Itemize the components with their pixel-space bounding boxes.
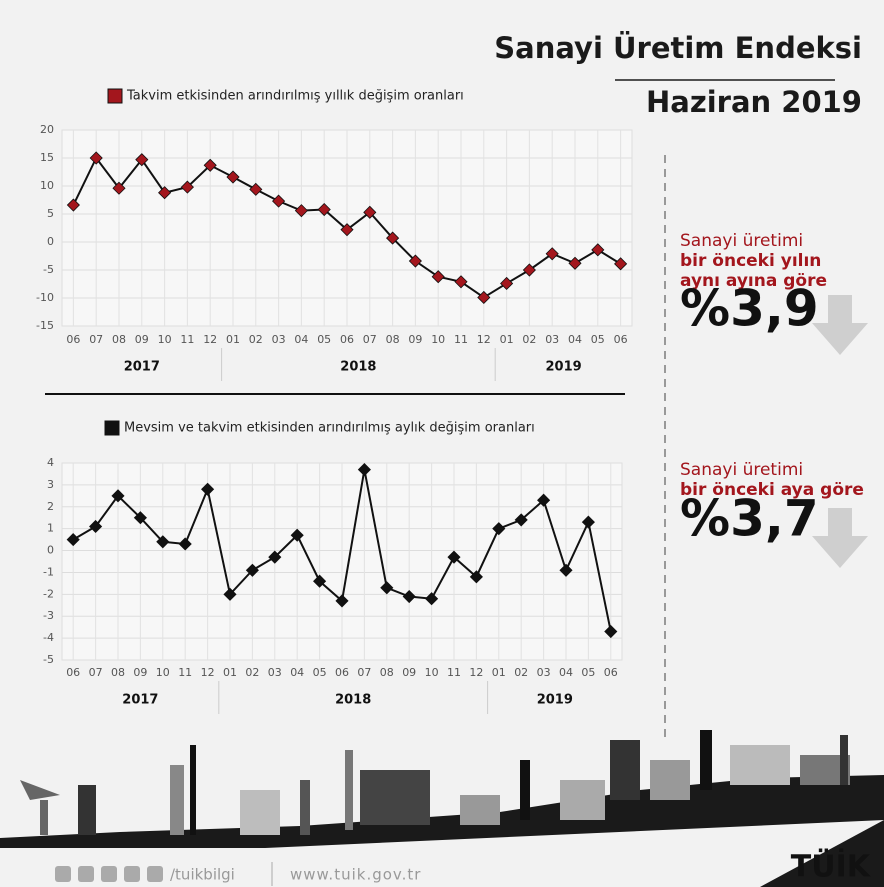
x-tick-label: 11: [454, 333, 468, 346]
y-tick-label: 10: [40, 179, 54, 192]
x-tick-label: 07: [363, 333, 377, 346]
x-tick-label: 08: [386, 333, 400, 346]
group-label: 2017: [122, 693, 158, 708]
x-tick-label: 11: [178, 666, 192, 679]
y-tick-label: -4: [43, 631, 54, 644]
x-tick-label: 01: [500, 333, 514, 346]
x-tick-label: 10: [158, 333, 172, 346]
x-tick-label: 10: [156, 666, 170, 679]
legend-swatch: [105, 421, 119, 435]
y-tick-label: 0: [47, 235, 54, 248]
y-tick-label: -2: [43, 587, 54, 600]
x-tick-label: 08: [112, 333, 126, 346]
x-tick-label: 09: [408, 333, 422, 346]
y-tick-label: -5: [43, 263, 54, 276]
x-tick-label: 01: [492, 666, 506, 679]
y-tick-label: -10: [36, 291, 54, 304]
y-tick-label: -5: [43, 653, 54, 666]
x-tick-label: 08: [111, 666, 125, 679]
y-tick-label: 2: [47, 500, 54, 513]
x-tick-label: 05: [313, 666, 327, 679]
y-tick-label: -1: [43, 565, 54, 578]
x-tick-label: 07: [89, 333, 103, 346]
x-tick-label: 03: [545, 333, 559, 346]
y-tick-label: 15: [40, 151, 54, 164]
panel-text: bir önceki yılın: [680, 251, 821, 271]
x-tick-label: 05: [317, 333, 331, 346]
x-tick-label: 03: [268, 666, 282, 679]
x-tick-label: 08: [380, 666, 394, 679]
x-tick-label: 04: [290, 666, 304, 679]
x-tick-label: 06: [66, 666, 80, 679]
x-tick-label: 09: [133, 666, 147, 679]
x-tick-label: 05: [581, 666, 595, 679]
x-tick-label: 06: [614, 333, 628, 346]
legend-swatch: [108, 89, 122, 103]
x-tick-label: 01: [226, 333, 240, 346]
y-tick-label: 4: [47, 456, 54, 469]
x-tick-label: 12: [201, 666, 215, 679]
group-label: 2018: [340, 360, 376, 375]
x-tick-label: 03: [537, 666, 551, 679]
y-tick-label: 3: [47, 478, 54, 491]
y-tick-label: 1: [47, 522, 54, 535]
x-tick-label: 10: [431, 333, 445, 346]
x-tick-label: 06: [604, 666, 618, 679]
legend-label: Mevsim ve takvim etkisinden arındırılmış…: [124, 421, 535, 436]
x-tick-label: 11: [180, 333, 194, 346]
x-tick-label: 02: [245, 666, 259, 679]
logo: TÜİK: [791, 848, 872, 885]
x-tick-label: 02: [249, 333, 263, 346]
y-tick-label: -3: [43, 609, 54, 622]
panel-text: Sanayi üretimi: [680, 460, 803, 480]
panel-figure: %3,7: [680, 490, 819, 548]
y-tick-label: 0: [47, 544, 54, 557]
title: Sanayi Üretim Endeksi: [494, 31, 862, 65]
x-tick-label: 04: [568, 333, 582, 346]
x-tick-label: 09: [135, 333, 149, 346]
x-tick-label: 02: [522, 333, 536, 346]
website: www.tuik.gov.tr: [290, 866, 421, 884]
x-tick-label: 06: [340, 333, 354, 346]
x-tick-label: 05: [591, 333, 605, 346]
y-tick-label: -15: [36, 319, 54, 332]
x-tick-label: 07: [357, 666, 371, 679]
x-tick-label: 12: [203, 333, 217, 346]
subtitle: Haziran 2019: [646, 85, 862, 119]
x-tick-label: 12: [477, 333, 491, 346]
infographic: Sanayi Üretim Endeksi Haziran 2019 Sanay…: [0, 0, 884, 887]
x-tick-label: 01: [223, 666, 237, 679]
x-tick-label: 02: [514, 666, 528, 679]
x-tick-label: 04: [294, 333, 308, 346]
group-label: 2019: [537, 693, 573, 708]
group-label: 2019: [546, 360, 582, 375]
x-tick-label: 12: [469, 666, 483, 679]
x-tick-label: 06: [335, 666, 349, 679]
social-handle: /tuikbilgi: [170, 866, 235, 884]
legend-label: Takvim etkisinden arındırılmış yıllık de…: [126, 89, 464, 104]
x-tick-label: 07: [89, 666, 103, 679]
x-tick-label: 04: [559, 666, 573, 679]
x-tick-label: 09: [402, 666, 416, 679]
panel-figure: %3,9: [680, 280, 819, 338]
panel-text: Sanayi üretimi: [680, 231, 803, 251]
x-tick-label: 11: [447, 666, 461, 679]
x-tick-label: 03: [272, 333, 286, 346]
group-label: 2018: [335, 693, 371, 708]
x-tick-label: 06: [66, 333, 80, 346]
group-label: 2017: [124, 360, 160, 375]
x-tick-label: 10: [425, 666, 439, 679]
y-tick-label: 20: [40, 123, 54, 136]
y-tick-label: 5: [47, 207, 54, 220]
